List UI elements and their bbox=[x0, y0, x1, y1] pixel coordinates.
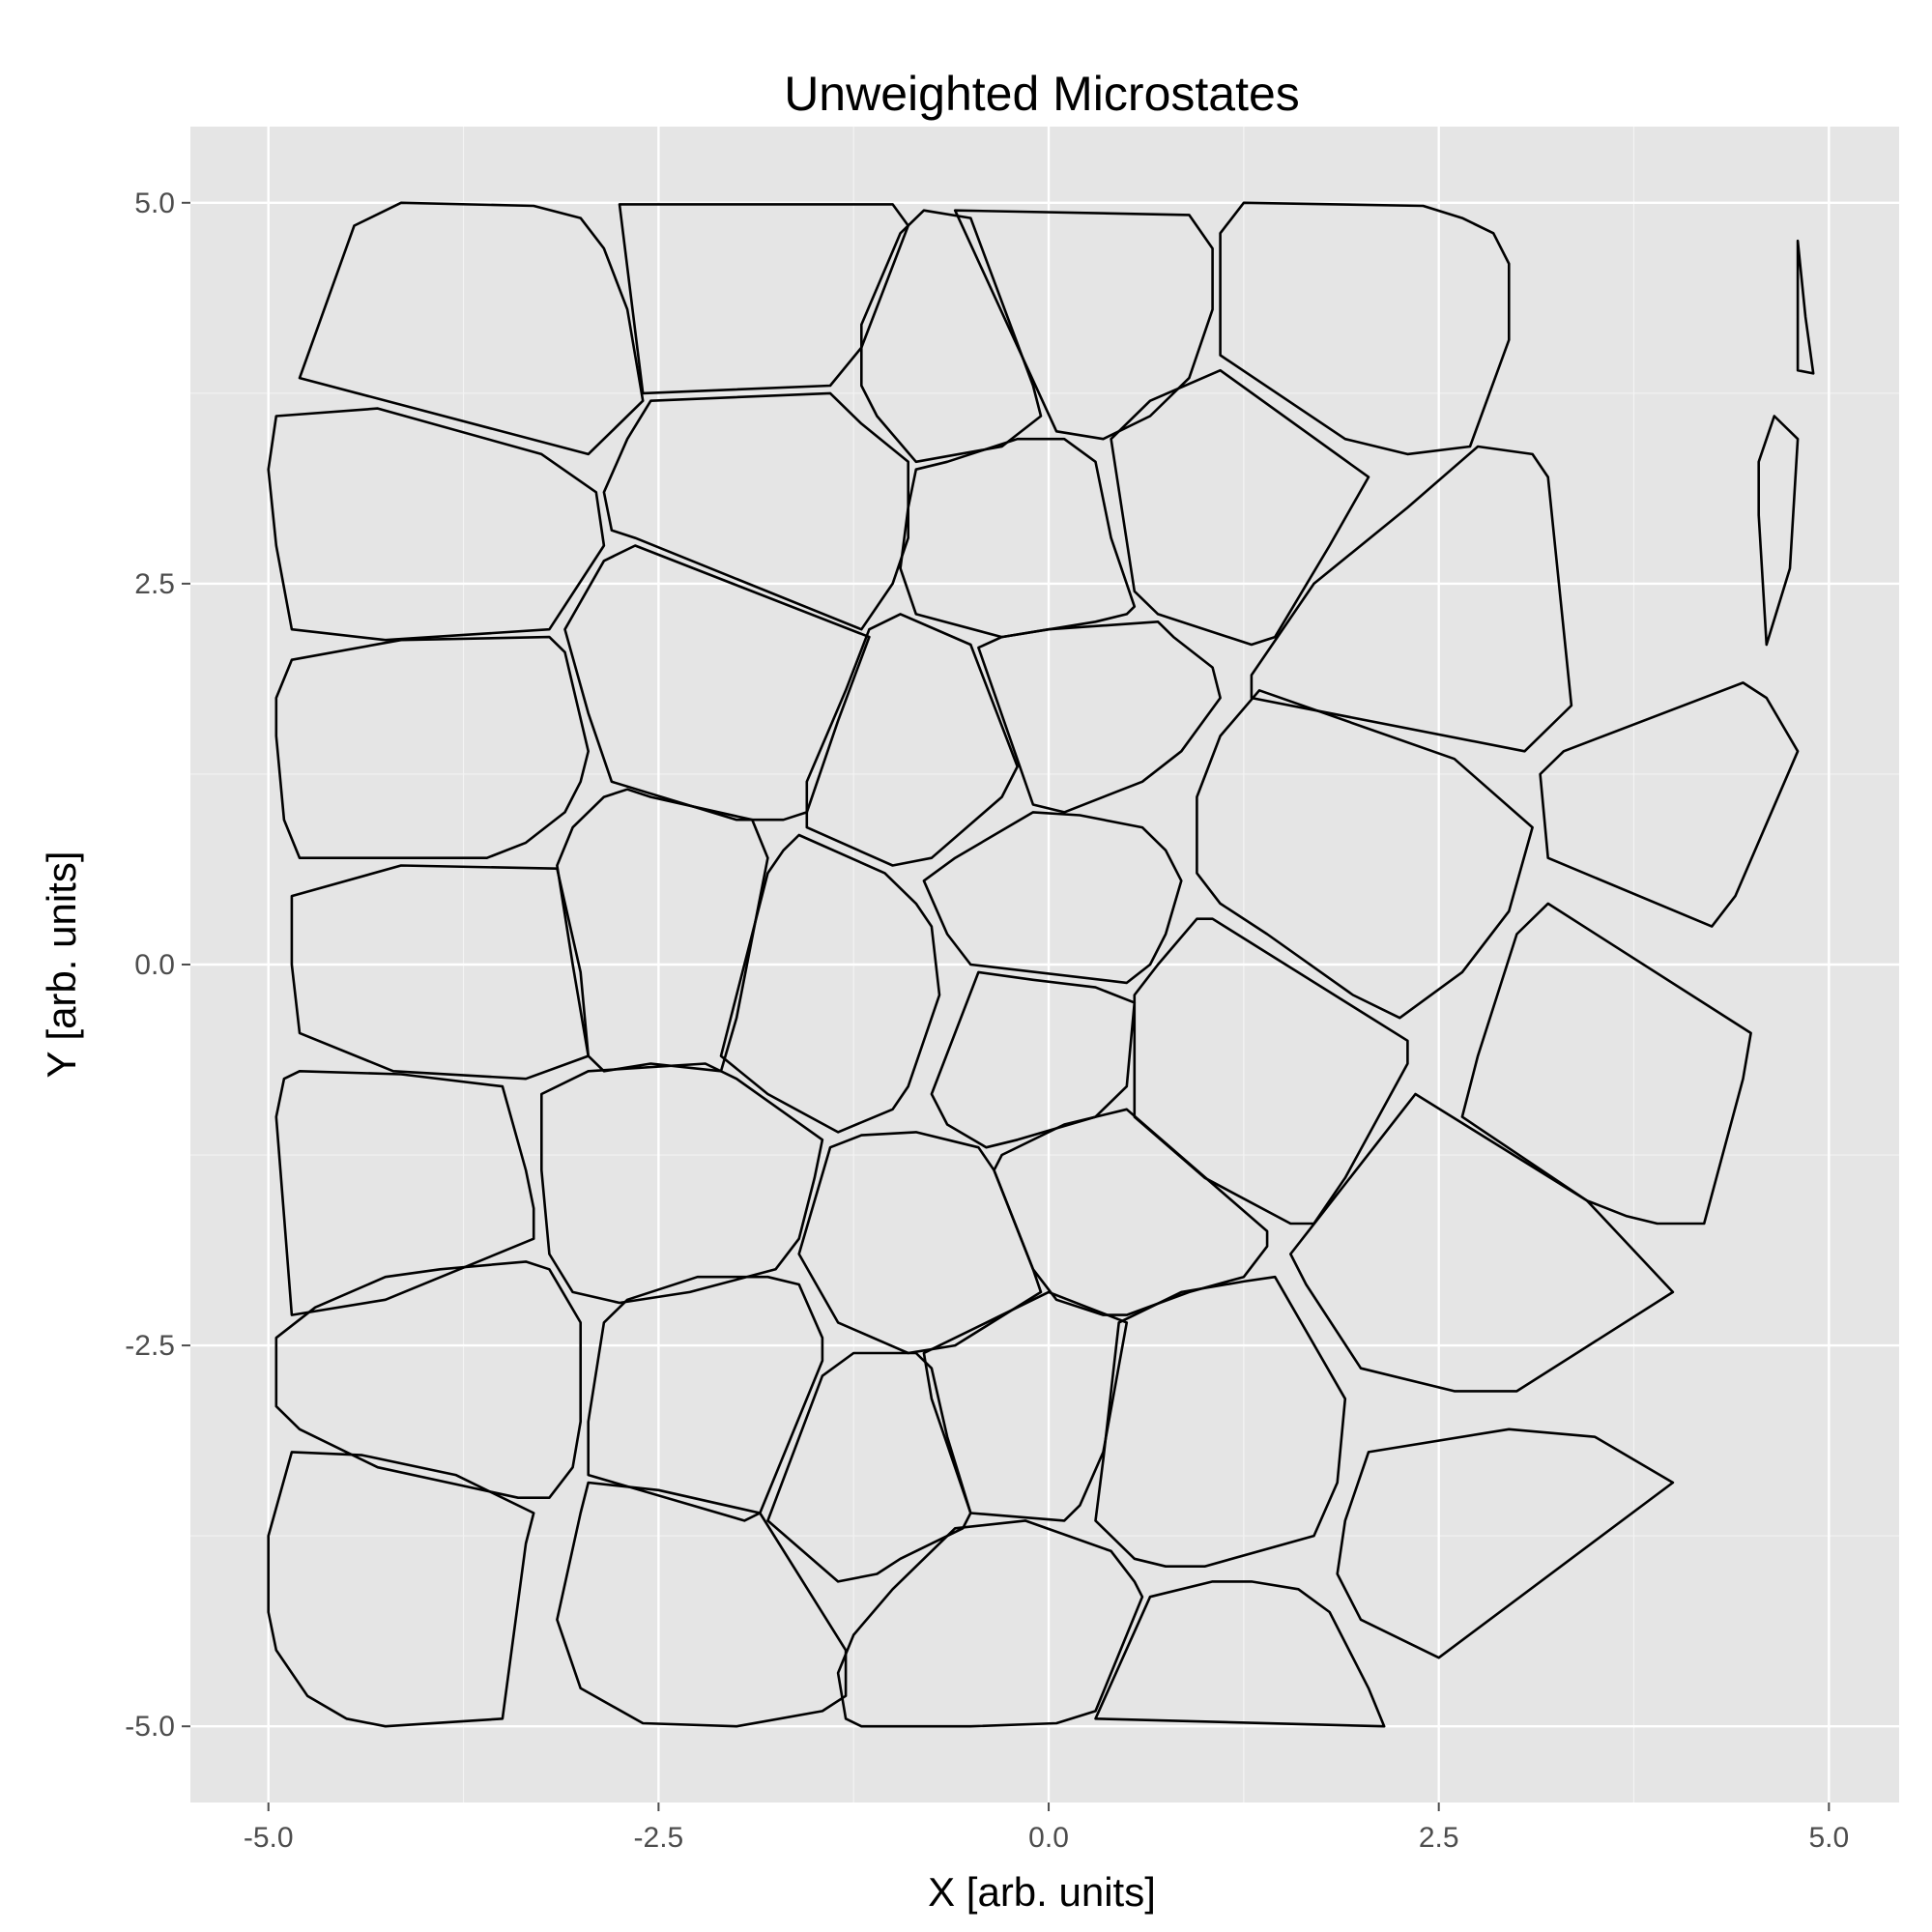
microstate-cells bbox=[267, 201, 1815, 1728]
microstate-cell-6 bbox=[602, 391, 910, 631]
microstate-cell-32 bbox=[1094, 1275, 1347, 1568]
microstate-cell-11 bbox=[274, 635, 591, 860]
y-tick-label-1: -2.5 bbox=[125, 1330, 175, 1362]
microstate-cell-0 bbox=[298, 201, 645, 456]
x-axis: -5.0 -2.5 0.0 2.5 5.0 bbox=[244, 1802, 1849, 1854]
y-axis-title: Y [arb. units] bbox=[39, 851, 84, 1078]
microstate-cell-14 bbox=[1196, 688, 1534, 1020]
microstate-cell-9 bbox=[1250, 445, 1573, 753]
microstate-cell-38 bbox=[1796, 239, 1815, 375]
microstate-cell-8 bbox=[1110, 368, 1370, 647]
x-tick-label-0: -5.0 bbox=[244, 1822, 294, 1854]
x-axis-title: X [arb. units] bbox=[928, 1869, 1156, 1915]
microstate-cell-34 bbox=[267, 1451, 535, 1728]
y-tick-label-4: 5.0 bbox=[134, 187, 175, 219]
y-tick-label-2: 0.0 bbox=[134, 949, 175, 981]
microstate-cell-36 bbox=[836, 1519, 1144, 1728]
y-tick-label-3: 2.5 bbox=[134, 568, 175, 600]
microstate-cell-35 bbox=[556, 1481, 848, 1728]
microstate-cell-3 bbox=[1219, 201, 1511, 456]
microstate-cell-28 bbox=[274, 1260, 583, 1499]
y-axis: -5.0 -2.5 0.0 2.5 5.0 bbox=[125, 187, 190, 1743]
microstate-cell-19 bbox=[922, 811, 1183, 985]
microstate-cell-7 bbox=[899, 437, 1137, 639]
x-tick-label-2: 0.0 bbox=[1028, 1822, 1069, 1854]
microstate-cell-15 bbox=[1539, 681, 1800, 928]
microstate-cell-17 bbox=[556, 788, 769, 1073]
microstate-cell-33 bbox=[1336, 1427, 1675, 1659]
microstate-cell-37 bbox=[1094, 1580, 1386, 1728]
microstate-cell-27 bbox=[1289, 1092, 1675, 1393]
microstate-cell-26 bbox=[993, 1108, 1269, 1316]
x-tick-label-1: -2.5 bbox=[634, 1822, 684, 1854]
chart-title: Unweighted Microstates bbox=[784, 67, 1300, 121]
microstate-cell-24 bbox=[539, 1062, 824, 1305]
microstate-cell-4 bbox=[859, 209, 1043, 464]
microstate-cell-29 bbox=[587, 1275, 824, 1522]
microstate-cell-16 bbox=[290, 864, 591, 1081]
microstate-cell-25 bbox=[797, 1131, 1043, 1355]
major-gridlines bbox=[190, 127, 1899, 1802]
y-tick-label-0: -5.0 bbox=[125, 1711, 175, 1743]
microstate-cell-13 bbox=[977, 620, 1222, 814]
microstate-cell-18 bbox=[719, 833, 941, 1134]
microstate-cell-5 bbox=[267, 407, 606, 642]
microstate-cell-2 bbox=[953, 209, 1214, 441]
microstate-cell-39 bbox=[1757, 415, 1800, 647]
microstate-cell-23 bbox=[274, 1070, 535, 1316]
x-tick-label-3: 2.5 bbox=[1419, 1822, 1459, 1854]
x-tick-label-4: 5.0 bbox=[1808, 1822, 1849, 1854]
microstate-cell-21 bbox=[1460, 902, 1752, 1226]
microstate-cell-12 bbox=[805, 613, 1019, 867]
